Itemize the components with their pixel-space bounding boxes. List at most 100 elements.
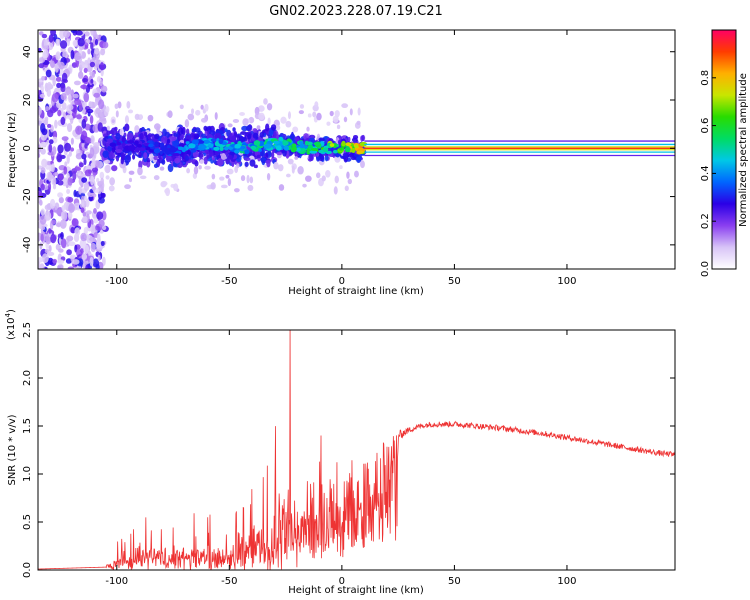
- spectrogram-ridge-cell: [250, 145, 257, 150]
- spectrogram-cell: [89, 256, 94, 267]
- spectrogram-cell: [57, 265, 61, 269]
- figure-title: GN02.2023.228.07.19.C21: [269, 4, 443, 19]
- spectrogram-ridge-cell: [307, 144, 314, 149]
- spectrogram-cell: [204, 103, 209, 112]
- spectrogram-cell: [217, 158, 224, 166]
- spectrogram-cell: [70, 226, 76, 234]
- spectrogram-cell: [90, 78, 94, 84]
- spectrogram-cell: [71, 218, 79, 227]
- spectrogram-cell: [74, 55, 82, 60]
- spectrogram-x-tick-label: -50: [221, 276, 237, 287]
- spectrogram-cell: [58, 248, 64, 253]
- spectrogram-y-tick-label: 0: [22, 145, 33, 151]
- spectrogram-cell: [80, 199, 85, 207]
- spectrogram-cell: [86, 39, 91, 44]
- spectrogram-ridge-cell: [127, 145, 135, 151]
- spectrogram-ridge-cell: [185, 141, 190, 145]
- spectrogram-cell: [121, 136, 127, 143]
- spectrogram-cell: [67, 196, 74, 203]
- spectrogram-cell: [59, 40, 68, 49]
- spectrogram-cell: [200, 104, 204, 110]
- spectrogram-cell: [174, 157, 181, 164]
- spectrogram-cell: [55, 209, 63, 215]
- spectrogram-ridge-cell: [310, 147, 319, 151]
- spectrogram-cell: [70, 49, 75, 60]
- spectrogram-cell: [104, 164, 111, 174]
- spectrogram-cell: [115, 110, 119, 118]
- spectrogram-cell: [60, 93, 67, 101]
- spectrogram-cell: [225, 174, 230, 179]
- spectrogram-cell: [44, 234, 50, 242]
- spectrogram-cell: [115, 132, 121, 141]
- spectrogram-cell: [78, 102, 83, 112]
- spectrogram-cell: [240, 175, 246, 182]
- spectrogram-cell: [90, 175, 95, 186]
- spectrogram-cell: [346, 171, 350, 179]
- spectrogram-cell: [102, 225, 107, 231]
- spectrogram-cell: [80, 247, 85, 254]
- spectrogram-cell: [65, 114, 73, 119]
- spectrogram-cell: [153, 175, 160, 181]
- spectrogram-cell: [44, 204, 52, 211]
- spectrogram-cell: [128, 177, 133, 183]
- spectrogram-cell: [233, 188, 240, 193]
- spectrogram-cell: [325, 170, 331, 178]
- spectrogram-ridge-cell: [136, 143, 142, 148]
- snr-y-tick-label: 1.5: [22, 418, 33, 434]
- colorbar-tick-label: 0.2: [700, 213, 711, 229]
- spectrogram-cell: [81, 216, 88, 223]
- spectrogram-cell: [161, 135, 168, 144]
- snr-x-tick-label: -50: [221, 576, 237, 587]
- spectrogram-cell: [200, 117, 208, 123]
- spectrogram-ridge-cell: [306, 148, 311, 155]
- spectrogram-cell: [285, 120, 292, 128]
- spectrogram-cell: [224, 128, 228, 133]
- spectrogram-cell: [64, 161, 68, 167]
- spectrogram-cell: [55, 52, 60, 61]
- spectrogram-cell: [68, 203, 75, 213]
- snr-y-tick-label: 1.0: [22, 466, 33, 482]
- spectrogram-cell: [47, 42, 54, 51]
- spectrogram-ridge-cell: [109, 142, 117, 147]
- spectrogram-cell: [139, 132, 144, 140]
- spectrogram-cell: [94, 47, 100, 55]
- spectrogram-y-tick-label: 20: [22, 94, 33, 107]
- spectrogram-cell: [302, 183, 307, 188]
- spectrogram-cell: [227, 178, 232, 187]
- spectrogram-cell: [68, 104, 74, 110]
- spectrogram-ridge-cell: [329, 143, 335, 148]
- spectrogram-frame: [37, 29, 676, 270]
- spectrogram-cell: [153, 163, 159, 168]
- spectrogram-cell: [186, 168, 191, 174]
- spectrogram-cell: [51, 93, 59, 103]
- snr-y-tick-label: 2.5: [22, 322, 33, 338]
- spectrogram-ridge-cell: [188, 143, 196, 149]
- spectrogram-cell: [81, 153, 87, 160]
- colorbar-tick-label: 0.4: [700, 165, 711, 181]
- spectrogram-cell: [43, 45, 49, 51]
- spectrogram-cell: [343, 116, 348, 123]
- snr-series-line: [38, 330, 675, 570]
- spectrogram-cell: [349, 108, 353, 116]
- spectrogram-cell: [167, 110, 173, 118]
- spectrogram-ridge-cell: [207, 143, 214, 148]
- spectrogram-cell: [47, 251, 55, 256]
- spectrogram-cell: [249, 159, 256, 167]
- colorbar-gradient: [712, 30, 736, 269]
- spectrogram-ridge-cell: [253, 140, 261, 146]
- spectrogram-cell: [67, 266, 75, 269]
- spectrogram-ridge-cell: [318, 149, 325, 154]
- spectrogram-cell: [360, 160, 365, 169]
- spectrogram-cell: [191, 128, 196, 133]
- spectrogram-ridge-cell: [197, 140, 205, 144]
- spectrogram-cell: [54, 119, 58, 129]
- spectrogram-y-tick-label: 40: [22, 45, 33, 58]
- spectrogram-ridge-cell: [325, 150, 332, 155]
- spectrogram-x-tick-label: 100: [557, 276, 576, 287]
- spectrogram-cell: [41, 33, 48, 39]
- snr-x-tick-label: 0: [339, 576, 345, 587]
- spectrogram-cell: [55, 38, 60, 46]
- spectrogram-cell: [80, 84, 88, 90]
- spectrogram-ridge-cell: [276, 145, 282, 151]
- spectrogram-cell: [70, 137, 74, 145]
